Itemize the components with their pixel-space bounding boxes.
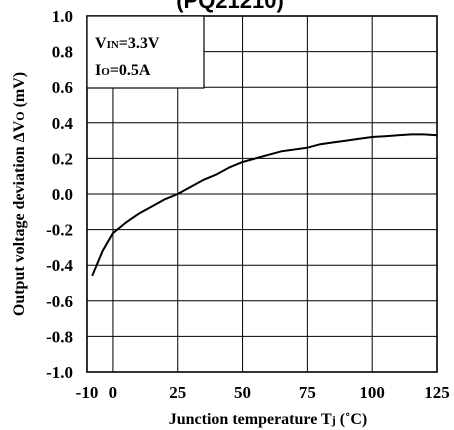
chart-title: (PQ21210)	[176, 0, 284, 13]
legend-frame	[86, 15, 205, 89]
y-tick-label: 0.2	[52, 149, 73, 168]
series-line	[91, 133, 438, 277]
y-tick-label: 0.8	[52, 43, 73, 62]
y-tick-label: 0.6	[52, 78, 73, 97]
x-tick-label: 75	[299, 383, 316, 402]
x-tick-label: -10	[76, 383, 99, 402]
y-tick-label: 0.0	[52, 185, 73, 204]
condition-vin: VIN=3.3V	[95, 35, 160, 52]
curve-layer	[91, 133, 438, 277]
y-tick-label: -0.2	[46, 221, 73, 240]
x-tick-label: 0	[109, 383, 118, 402]
y-tick-label: -1.0	[46, 363, 73, 382]
y-tick-label: -0.8	[46, 327, 73, 346]
x-tick-label: 125	[424, 383, 450, 402]
x-tick-label: 25	[169, 383, 186, 402]
y-tick-labels: 1.0 0.8 0.6 0.4 0.2 0.0 -0.2 -0.4 -0.6 -0.8 -1.0	[46, 7, 73, 382]
y-tick-label: -0.6	[46, 292, 73, 311]
y-tick-label: 1.0	[52, 7, 73, 26]
y-axis-label: Output voltage deviation ΔVO (mV)	[11, 72, 28, 316]
plot-frame	[86, 15, 438, 373]
y-tick-label: -0.4	[46, 256, 73, 275]
x-tick-labels: -10 0 25 50 75 100 125	[76, 383, 450, 402]
condition-io: IO=0.5A	[95, 62, 151, 79]
x-tick-label: 100	[359, 383, 385, 402]
y-tick-label: 0.4	[52, 114, 74, 133]
legend-box: VIN=3.3V IO=0.5A	[86, 15, 205, 89]
x-tick-label: 50	[234, 383, 251, 402]
x-axis-label: Junction temperature Tj (˚C)	[169, 411, 368, 428]
